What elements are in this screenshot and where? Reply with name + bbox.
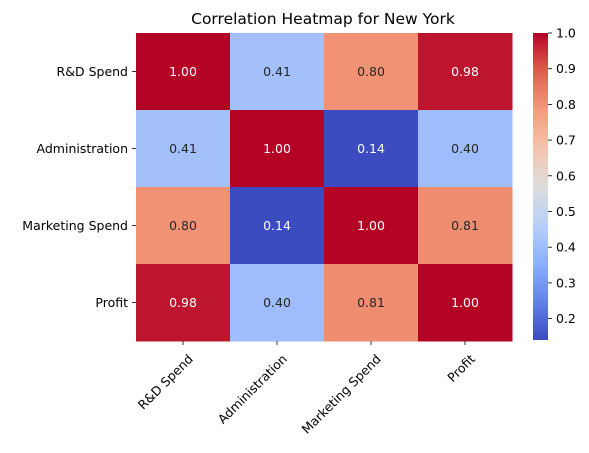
colorbar-tick-label: 0.3 [556,275,576,290]
cell-value-label: 0.41 [169,141,197,156]
x-tick-label: Marketing Spend [299,351,384,436]
heatmap-cell [324,187,419,265]
colorbar-tick-label: 0.7 [556,133,576,148]
cell-value-label: 0.41 [263,64,291,79]
x-tick-labels: R&D Spend Administration Marketing Spend Pr… [135,341,478,437]
cell-value-label: 1.00 [451,295,479,310]
cell-value-label: 1.00 [169,64,197,79]
cell-value-label: 1.00 [263,141,291,156]
colorbar-tick-label: 0.6 [556,168,576,183]
x-tick-label: R&D Spend [135,351,196,412]
y-tick-label: Administration [37,141,128,156]
colorbar-tick-label: 0.5 [556,204,576,219]
cell-value-label: 0.14 [263,218,291,233]
heatmap-cell [418,187,513,265]
colorbar-ticks: 0.2 0.3 0.4 0.5 0.6 0.7 0.8 0.9 1.0 [548,26,576,326]
heatmap-cell [230,33,325,111]
y-tick-label: Profit [95,295,128,310]
x-tick-label: Administration [215,351,290,426]
cell-value-label: 0.81 [357,295,385,310]
colorbar-tick-label: 0.4 [556,240,576,255]
heatmap-cell [324,33,419,111]
heatmap-cell [136,110,231,188]
cell-value-label: 0.80 [357,64,385,79]
y-tick-label: R&D Spend [57,64,128,79]
heatmap-cell [418,33,513,111]
heatmap-cell [324,264,419,342]
cell-value-label: 0.98 [169,295,197,310]
y-tick-labels: R&D Spend Administration Marketing Spend Pr… [22,64,136,310]
cell-value-label: 1.00 [357,218,385,233]
heatmap-cell [230,264,325,342]
colorbar-gradient [533,33,548,340]
x-tick-label: Profit [444,351,478,385]
y-tick-label: Marketing Spend [22,218,128,233]
heatmap-cell [230,110,325,188]
heatmap-cell [418,110,513,188]
cell-value-label: 0.80 [169,218,197,233]
colorbar-tick-label: 0.8 [556,97,576,112]
heatmap-cell [136,264,231,342]
colorbar: 0.2 0.3 0.4 0.5 0.6 0.7 0.8 0.9 1.0 [533,26,576,340]
cell-value-label: 0.98 [451,64,479,79]
heatmap-cell [324,110,419,188]
chart-title: Correlation Heatmap for New York [191,10,455,28]
cell-value-label: 0.81 [451,218,479,233]
heatmap-cell [136,33,231,111]
heatmap-cell [418,264,513,342]
colorbar-tick-label: 0.2 [556,311,576,326]
heatmap-cell [136,187,231,265]
heatmap-cell [230,187,325,265]
heatmap-cells: 1.00 0.41 0.80 0.98 0.41 1.00 0.14 0.40 0.80 0.14… [136,33,513,342]
colorbar-tick-label: 0.9 [556,61,576,76]
cell-value-label: 0.40 [451,141,479,156]
cell-value-label: 0.40 [263,295,291,310]
cell-value-label: 0.14 [357,141,385,156]
colorbar-tick-label: 1.0 [556,26,576,41]
